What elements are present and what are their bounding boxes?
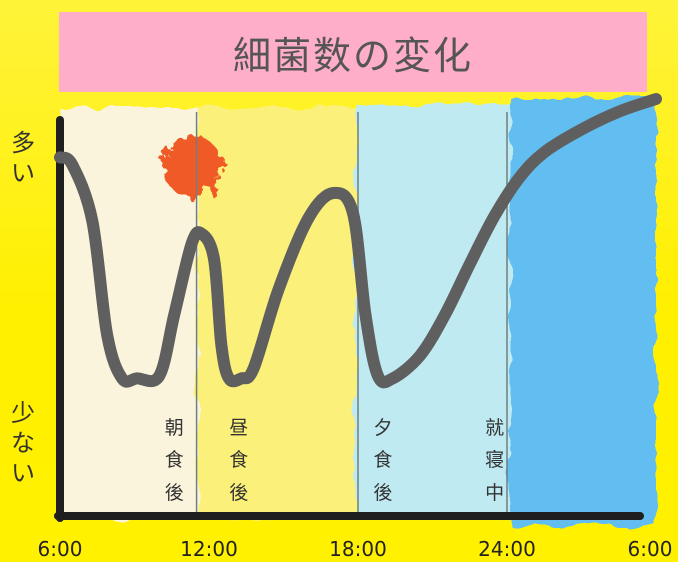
y-axis-top-label: 多い [8,128,38,188]
meal-label-2: 昼食後 [229,417,249,504]
x-tick-label: 6:00 [37,537,83,561]
title-banner: 細菌数の変化 [59,12,647,92]
y-top-label-char-2: い [11,159,35,187]
chart-title: 細菌数の変化 [232,33,473,78]
y-bottom-label-char-1: 少 [11,399,35,427]
y-bottom-label-char-2: な [11,429,35,457]
meal-label-1: 朝食後 [164,417,184,504]
x-tick-label: 6:00 [627,537,673,561]
y-bottom-label-char-3: い [11,459,35,487]
time-dividers [195,112,508,512]
meal-label-3: 夕食後 [373,417,393,504]
sun-icon [162,136,222,196]
y-axis-bottom-label: 少ない [8,398,38,488]
bacteria-count-line [54,93,662,389]
band-evening [356,104,512,518]
x-tick-label: 18:00 [329,537,387,561]
x-tick-label: 24:00 [478,537,536,561]
y-top-label-char-1: 多 [11,129,35,157]
x-tick-label: 12:00 [180,537,238,561]
meal-label-4: 就寝中 [485,417,505,504]
